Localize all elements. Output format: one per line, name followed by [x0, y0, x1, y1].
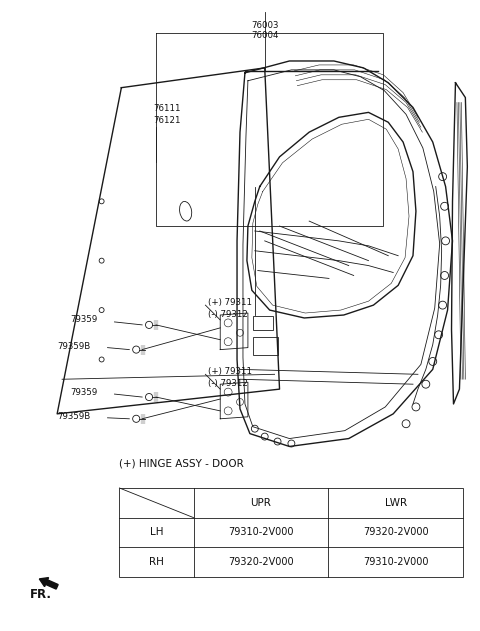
Text: 76003: 76003 — [251, 21, 278, 30]
Text: 79359B: 79359B — [57, 412, 90, 422]
Text: LWR: LWR — [384, 498, 407, 508]
Text: 79320-2V000: 79320-2V000 — [228, 557, 294, 567]
Text: 76121: 76121 — [153, 116, 180, 126]
Text: 79310-2V000: 79310-2V000 — [228, 528, 293, 538]
Text: UPR: UPR — [250, 498, 271, 508]
Text: (+) 79311: (+) 79311 — [208, 298, 252, 307]
Text: 76004: 76004 — [251, 32, 278, 40]
Text: (+) 79311: (+) 79311 — [208, 367, 252, 377]
Text: (+) HINGE ASSY - DOOR: (+) HINGE ASSY - DOOR — [120, 458, 244, 468]
Text: 79359B: 79359B — [57, 342, 90, 351]
Bar — [253, 316, 273, 330]
Text: (-) 79312: (-) 79312 — [208, 379, 248, 388]
Text: LH: LH — [150, 528, 163, 538]
Text: 79310-2V000: 79310-2V000 — [363, 557, 429, 567]
Text: FR.: FR. — [29, 588, 51, 601]
Text: 79359: 79359 — [70, 316, 97, 324]
Text: (-) 79312: (-) 79312 — [208, 310, 248, 319]
Text: 79359: 79359 — [70, 387, 97, 397]
Bar — [120, 488, 463, 577]
Text: 76111: 76111 — [153, 105, 180, 114]
Text: 79320-2V000: 79320-2V000 — [363, 528, 429, 538]
Text: RH: RH — [149, 557, 164, 567]
Bar — [253, 337, 277, 355]
FancyArrow shape — [39, 577, 58, 589]
